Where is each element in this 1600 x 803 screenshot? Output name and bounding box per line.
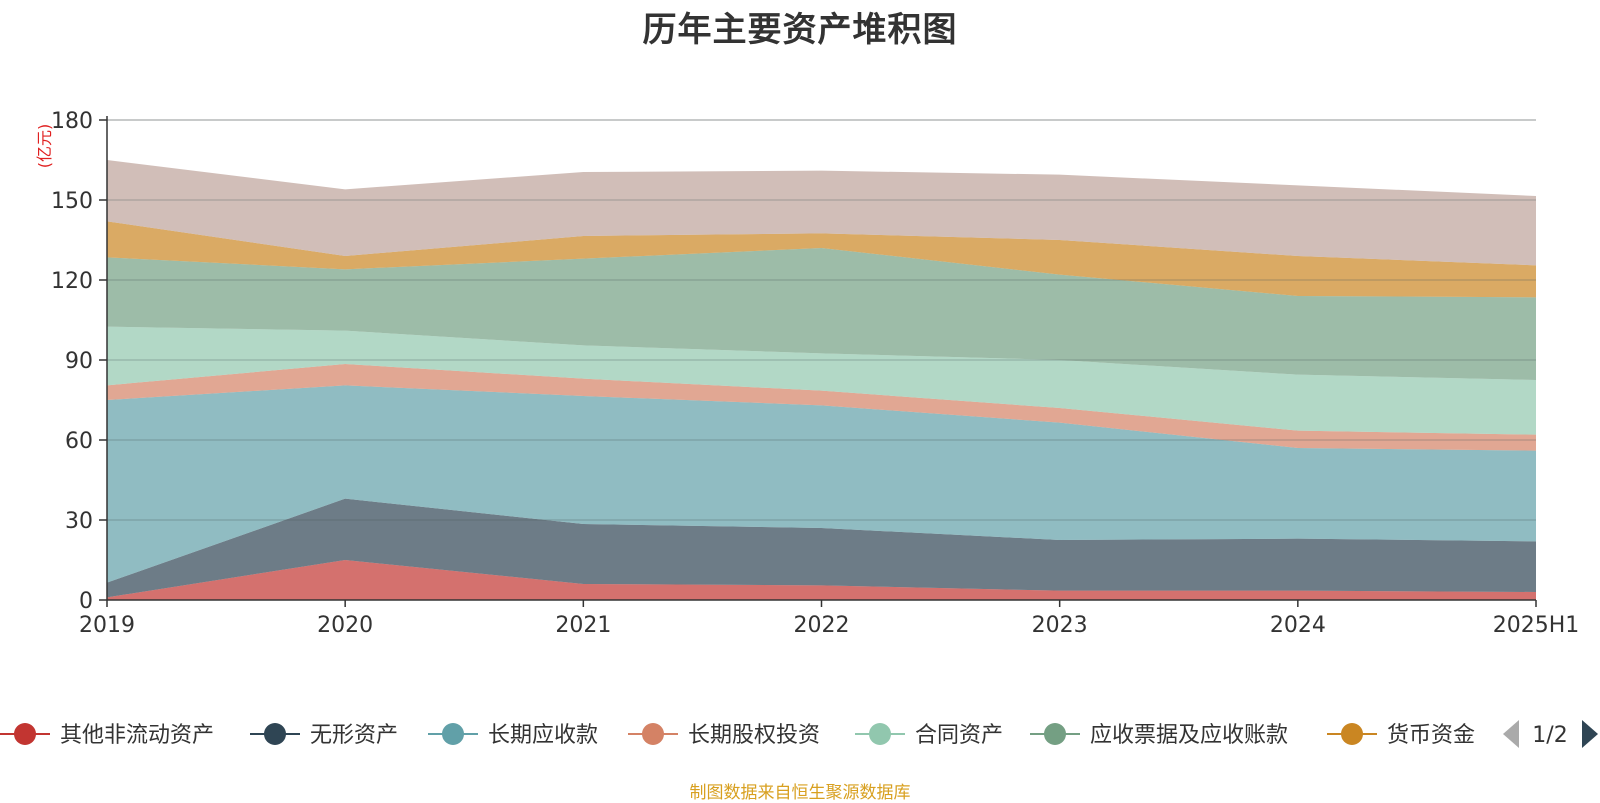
y-tick-label: 60: [65, 429, 93, 454]
x-tick-label: 2019: [79, 613, 135, 638]
legend-item[interactable]: 货币资金: [1327, 723, 1475, 748]
legend-next-icon[interactable]: [1582, 720, 1598, 748]
area-series-1[interactable]: [107, 498, 1536, 598]
legend-marker: [1341, 723, 1363, 745]
legend-label: 其他非流动资产: [60, 723, 214, 748]
legend-marker: [264, 723, 286, 745]
x-tick-label: 2024: [1270, 613, 1326, 638]
area-series-3[interactable]: [107, 364, 1536, 451]
area-series-0[interactable]: [107, 560, 1536, 600]
legend-item[interactable]: 其他非流动资产: [0, 723, 214, 748]
legend-marker: [642, 723, 664, 745]
legend-label: 无形资产: [310, 723, 398, 748]
legend-marker: [869, 723, 891, 745]
stacked-areas: [107, 119, 1536, 600]
legend-page-indicator: 1/2: [1532, 723, 1567, 748]
x-tick-label: 2020: [317, 613, 373, 638]
legend-prev-icon[interactable]: [1503, 720, 1519, 748]
chart-title: 历年主要资产堆积图: [642, 10, 958, 50]
source-note: 制图数据来自恒生聚源数据库: [689, 783, 911, 803]
legend-item[interactable]: 长期股权投资: [628, 723, 820, 748]
y-tick-label: 180: [51, 109, 93, 134]
legend-marker: [14, 723, 36, 745]
x-tick-label: 2023: [1032, 613, 1088, 638]
legend-item[interactable]: 应收票据及应收账款: [1030, 723, 1288, 748]
legend[interactable]: 其他非流动资产 无形资产 长期应收款 长期股权投资 合同资产 应收票据及应收账款 货币资金 1…: [0, 720, 1598, 748]
y-unit-label: (亿元): [35, 124, 54, 169]
y-tick-label: 90: [65, 349, 93, 374]
y-tick-label: 30: [65, 509, 93, 534]
area-series-2[interactable]: [107, 385, 1536, 583]
legend-item[interactable]: 合同资产: [855, 723, 1003, 748]
area-series-7[interactable]: [107, 160, 1536, 266]
legend-label: 长期股权投资: [688, 723, 820, 748]
x-tick-label: 2022: [794, 613, 850, 638]
legend-marker: [1044, 723, 1066, 745]
legend-label: 长期应收款: [488, 723, 598, 748]
legend-marker: [442, 723, 464, 745]
y-tick-label: 150: [51, 189, 93, 214]
axes: 0 30 60 90 120 150 180(亿元) 2019 2020 2021 2022 2023…: [35, 109, 1579, 638]
y-tick-label: 0: [79, 589, 93, 614]
legend-label: 应收票据及应收账款: [1090, 723, 1288, 748]
area-series-6[interactable]: [107, 221, 1536, 298]
legend-label: 合同资产: [915, 723, 1003, 748]
x-tick-label: 2021: [555, 613, 611, 638]
x-tick-label: 2025H1: [1493, 613, 1580, 638]
area-series-5[interactable]: [107, 248, 1536, 380]
legend-label: 货币资金: [1387, 723, 1475, 748]
y-tick-label: 120: [51, 269, 93, 294]
area-series-4[interactable]: [107, 326, 1536, 435]
legend-item[interactable]: 无形资产: [250, 723, 398, 748]
legend-item[interactable]: 长期应收款: [428, 723, 598, 748]
